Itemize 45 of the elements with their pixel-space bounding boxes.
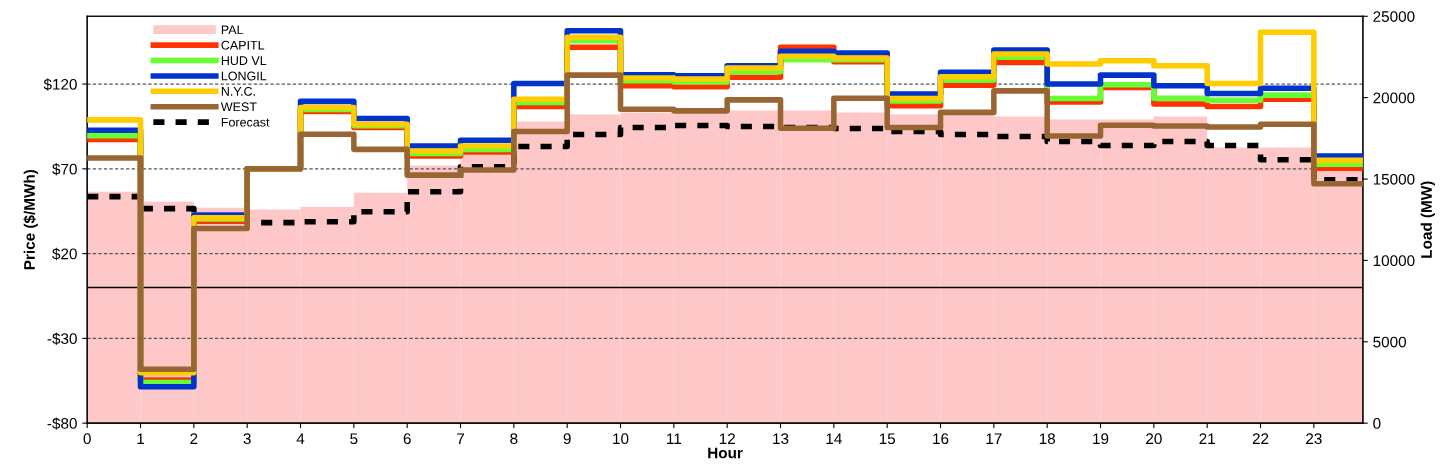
x-tick-label: 3 <box>243 433 251 445</box>
x-tick-label: 8 <box>510 433 518 445</box>
y2-tick-label: 25000 <box>1373 11 1415 22</box>
x-tick-label: 21 <box>1199 433 1215 444</box>
y-tick-label: $120 <box>43 78 77 91</box>
x-tick-label: 19 <box>1093 433 1109 445</box>
y2-tick-label: 10000 <box>1373 255 1415 267</box>
x-tick-label: 6 <box>403 433 411 445</box>
legend-label: Forecast <box>221 117 270 127</box>
y2-tick-label: 15000 <box>1373 173 1415 185</box>
y-tick-label: $70 <box>52 163 77 176</box>
x-tick-label: 17 <box>986 433 1002 444</box>
x-tick-label: 22 <box>1252 433 1269 444</box>
legend-label: WEST <box>220 102 257 112</box>
x-tick-label: 20 <box>1146 433 1162 445</box>
x-tick-label: 14 <box>826 433 842 444</box>
y2-axis-title: Load (MW) <box>1420 181 1435 258</box>
x-tick-label: 9 <box>563 433 571 445</box>
y-tick-label: -$30 <box>47 332 77 345</box>
x-tick-label: 18 <box>1039 433 1056 445</box>
x-axis-title: Hour <box>708 447 743 459</box>
x-tick-label: 4 <box>296 433 305 444</box>
x-tick-label: 23 <box>1306 433 1322 445</box>
legend-label: HUD VL <box>221 56 267 66</box>
y-tick-label: $20 <box>52 247 77 261</box>
legend-label: PAL <box>221 25 244 35</box>
legend-label: LONGIL <box>221 71 267 81</box>
x-tick-label: 5 <box>350 433 358 445</box>
legend-label: N.Y.C. <box>221 86 255 96</box>
x-tick-label: 0 <box>83 433 91 445</box>
x-tick-label: 13 <box>773 433 789 445</box>
x-tick-label: 12 <box>719 433 735 444</box>
x-tick-label: 1 <box>137 433 145 444</box>
y2-tick-label: 5000 <box>1373 336 1407 348</box>
x-tick-label: 15 <box>879 433 896 445</box>
legend-label: CAPITL <box>221 40 265 50</box>
x-tick-label: 7 <box>457 433 464 444</box>
x-tick-label: 10 <box>613 433 629 445</box>
y-axis-title: Price ($/MWh) <box>23 169 38 270</box>
x-tick-label: 2 <box>190 433 198 444</box>
x-tick-label: 16 <box>933 433 949 445</box>
x-tick-label: 11 <box>667 433 682 444</box>
y2-tick-label: 0 <box>1373 418 1381 429</box>
y-tick-label: -$80 <box>47 417 77 430</box>
y2-tick-label: 20000 <box>1373 92 1415 104</box>
